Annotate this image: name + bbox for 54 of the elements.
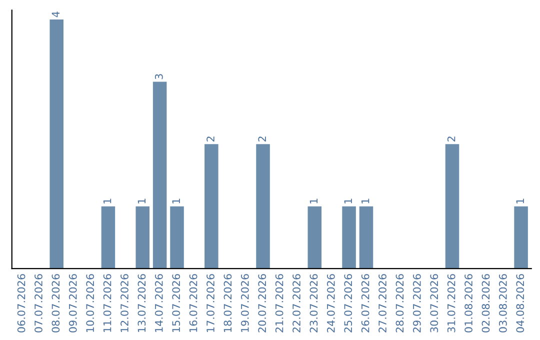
bar — [50, 20, 64, 269]
bar — [342, 206, 356, 269]
bar — [152, 82, 167, 269]
bar — [136, 206, 150, 269]
data-label: 1 — [103, 198, 112, 204]
bar — [308, 206, 322, 269]
x-tick-label: 02.08.2026 — [482, 274, 490, 332]
data-label: 1 — [344, 198, 352, 204]
bar — [101, 206, 116, 269]
bar — [256, 144, 270, 269]
bar — [445, 144, 460, 269]
x-tick-label: 27.07.2026 — [378, 274, 386, 332]
x-tick-label: 04.08.2026 — [516, 274, 524, 332]
x-tick-label: 29.07.2026 — [412, 274, 421, 332]
data-label: 1 — [138, 198, 146, 204]
x-tick-label: 01.08.2026 — [464, 274, 472, 332]
bar — [359, 206, 374, 269]
x-tick-label: 28.07.2026 — [396, 274, 404, 332]
x-tick-label: 12.07.2026 — [120, 274, 128, 332]
x-tick-label: 21.07.2026 — [275, 274, 284, 332]
data-label: 1 — [516, 198, 524, 204]
x-tick-label: 16.07.2026 — [189, 274, 198, 332]
x-tick-label: 31.07.2026 — [447, 274, 456, 332]
data-label: 1 — [310, 198, 318, 204]
x-tick-label: 14.07.2026 — [154, 274, 163, 332]
x-tick-label: 25.07.2026 — [344, 274, 352, 332]
bar — [514, 206, 528, 269]
bar — [204, 144, 218, 269]
x-tick-label: 18.07.2026 — [224, 274, 232, 332]
data-label: 2 — [258, 136, 266, 142]
x-tick-label: 20.07.2026 — [258, 274, 266, 332]
x-tick-label: 19.07.2026 — [240, 274, 249, 332]
data-label: 1 — [172, 198, 180, 204]
x-tick-label: 23.07.2026 — [310, 274, 318, 332]
x-tick-label: 17.07.2026 — [206, 274, 214, 332]
x-tick-label: 15.07.2026 — [172, 274, 180, 332]
x-tick-label: 13.07.2026 — [138, 274, 146, 332]
bar — [170, 206, 184, 269]
x-tick-label: 10.07.2026 — [86, 274, 94, 332]
x-tick-label: 22.07.2026 — [292, 274, 300, 332]
x-tick-label: 07.07.2026 — [34, 274, 42, 332]
x-tick-label: 26.07.2026 — [361, 274, 370, 332]
data-label: 1 — [362, 198, 370, 204]
x-tick-label: 11.07.2026 — [103, 274, 112, 332]
x-tick-label: 03.08.2026 — [498, 274, 507, 332]
x-tick-label: 09.07.2026 — [68, 274, 77, 332]
x-tick-label: 24.07.2026 — [326, 274, 335, 332]
x-tick-label: 06.07.2026 — [17, 274, 26, 332]
data-label: 2 — [206, 136, 214, 142]
data-label: 3 — [154, 74, 163, 80]
x-tick-label: 30.07.2026 — [430, 274, 438, 332]
x-tick-label: 08.07.2026 — [52, 274, 60, 332]
data-label: 4 — [52, 12, 60, 18]
data-label: 2 — [447, 136, 456, 142]
